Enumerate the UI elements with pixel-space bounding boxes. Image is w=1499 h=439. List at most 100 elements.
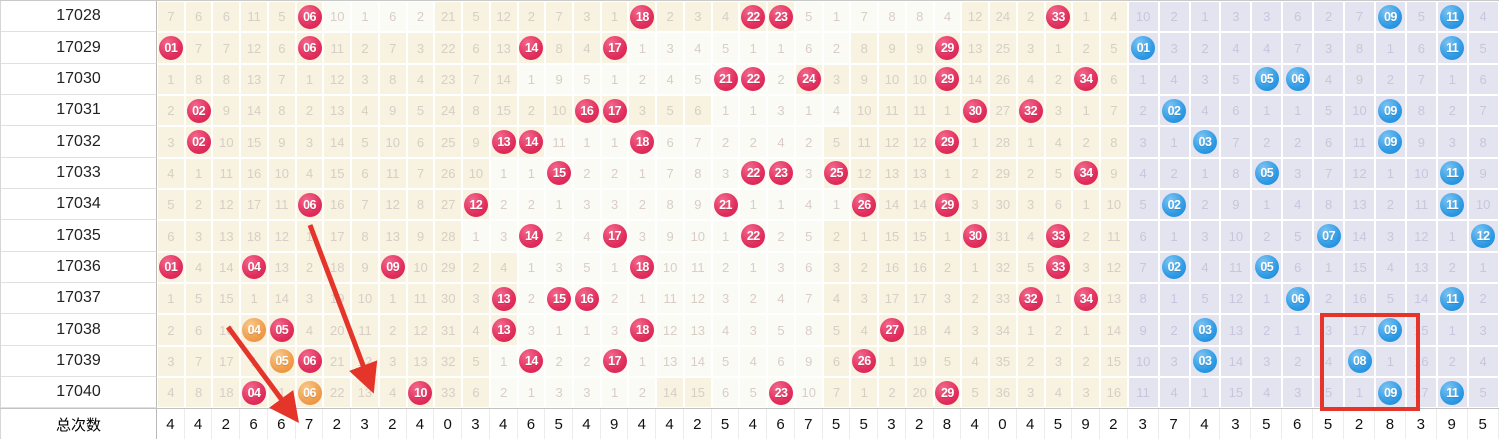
blue-ball: 05 — [1254, 161, 1279, 186]
miss-cell: 4 — [1314, 346, 1344, 377]
miss-cell: 5 — [768, 315, 794, 345]
chart-row: 17038 2 6 16 04 05 4 20 11 2 12 31 4 13 3 1 1 3 18 12 13 4 3 5 8… — [0, 314, 1499, 346]
miss-cell: 1 — [601, 378, 628, 408]
number-cell: 13 — [490, 284, 517, 314]
miss-cell: 3 — [490, 221, 517, 251]
miss-cell: 14 — [879, 190, 905, 220]
miss-cell: 1 — [629, 33, 656, 63]
miss-cell: 2 — [1073, 221, 1099, 251]
number-cell: 02 — [185, 127, 212, 157]
miss-cell: 34 — [990, 315, 1016, 345]
blue-ball: 11 — [1440, 4, 1465, 29]
miss-cell: 1 — [1252, 96, 1282, 126]
miss-cell: 3 — [1221, 2, 1251, 32]
number-cell: 33 — [1045, 221, 1072, 251]
miss-cell: 4 — [1468, 2, 1498, 32]
miss-cell: 33 — [990, 284, 1016, 314]
blue-ball: 09 — [1378, 318, 1403, 343]
miss-cell: 16 — [213, 315, 240, 345]
miss-cell: 8 — [795, 315, 822, 345]
miss-cell: 1 — [934, 221, 961, 251]
miss-cell: 10 — [324, 2, 351, 32]
total-cell: 7 — [1158, 409, 1190, 439]
red-ball: 01 — [158, 36, 183, 61]
miss-cell: 8 — [463, 96, 489, 126]
miss-cell: 18 — [213, 378, 240, 408]
total-cell: 6 — [767, 409, 795, 439]
miss-cell: 7 — [851, 2, 878, 32]
red-ball: 17 — [602, 349, 627, 374]
chart-row: 17032 3 02 10 15 9 3 14 5 10 6 25 9 13 14 11 1 1 18 6 7 2 2 4 2 5… — [0, 126, 1499, 158]
miss-cell: 6 — [1283, 252, 1313, 283]
miss-cell: 7 — [185, 33, 212, 63]
number-cell: 09 — [1375, 315, 1405, 345]
total-cell: 7 — [794, 409, 823, 439]
miss-cell: 2 — [574, 346, 600, 377]
miss-cell: 3 — [185, 221, 212, 251]
miss-cell: 2 — [768, 221, 794, 251]
miss-cell: 6 — [463, 378, 489, 408]
miss-cell: 9 — [463, 127, 489, 157]
total-cell: 5 — [545, 409, 574, 439]
number-cell: 30 — [962, 221, 989, 251]
number-cell: 29 — [934, 378, 961, 408]
miss-cell: 2 — [823, 221, 850, 251]
miss-cell: 11 — [241, 2, 267, 32]
blue-ball: 02 — [1162, 98, 1187, 123]
miss-cell: 17 — [906, 284, 933, 314]
number-cell: 06 — [1283, 284, 1313, 314]
miss-cell: 4 — [1252, 378, 1282, 408]
miss-cell: 4 — [574, 221, 600, 251]
miss-cell: 2 — [352, 33, 378, 63]
red-ball: 29 — [935, 36, 960, 61]
blue-ball: 11 — [1440, 286, 1465, 311]
miss-cell: 3 — [1468, 315, 1498, 345]
miss-cell: 11 — [906, 96, 933, 126]
miss-cell: 4 — [463, 315, 489, 345]
miss-cell: 16 — [241, 158, 267, 189]
miss-cell: 24 — [990, 2, 1016, 32]
number-cell: 18 — [629, 127, 656, 157]
miss-cell: 2 — [823, 33, 850, 63]
red-ball: 13 — [491, 286, 516, 311]
miss-cell: 1 — [296, 221, 323, 251]
miss-cell: 7 — [546, 2, 573, 32]
red-ball: 22 — [741, 4, 766, 29]
total-cell: 5 — [1251, 409, 1283, 439]
total-cell: 3 — [878, 409, 906, 439]
number-cell: 11 — [1437, 284, 1467, 314]
miss-cell: 17 — [241, 190, 267, 220]
number-cell: 10 — [407, 378, 434, 408]
miss-cell: 9 — [1345, 64, 1374, 95]
miss-cell: 1 — [601, 127, 628, 157]
miss-cell: 10 — [684, 221, 711, 251]
number-cell: 03 — [1190, 127, 1220, 157]
miss-cell: 5 — [795, 221, 822, 251]
total-cell: 2 — [683, 409, 712, 439]
miss-cell: 1 — [1252, 190, 1282, 220]
miss-cell: 5 — [158, 190, 184, 220]
miss-cell: 6 — [1128, 221, 1158, 251]
miss-cell: 1 — [379, 284, 406, 314]
miss-cell: 5 — [657, 96, 683, 126]
blue-ball: 09 — [1378, 4, 1403, 29]
miss-cell: 1 — [490, 158, 517, 189]
miss-cell: 3 — [1045, 346, 1072, 377]
totals-row: 总次数 4 4 2 6 6 7 2 3 2 4 0 3 4 6 5 4 9 4 4 2 5 4 6 7 5 5 3 2 8 4 0 4 5 9 2 3 7… — [0, 408, 1499, 439]
miss-cell: 1 — [934, 96, 961, 126]
miss-cell: 1 — [1190, 2, 1220, 32]
miss-cell: 12 — [490, 2, 517, 32]
red-ball: 14 — [519, 36, 544, 61]
miss-cell: 8 — [1100, 127, 1127, 157]
miss-cell: 4 — [1314, 64, 1344, 95]
miss-cell: 1 — [352, 2, 378, 32]
miss-cell: 2 — [158, 315, 184, 345]
miss-cell: 1 — [1437, 221, 1467, 251]
miss-cell: 1 — [546, 315, 573, 345]
miss-cell: 15 — [324, 158, 351, 189]
miss-cell: 3 — [601, 315, 628, 345]
red-ball: 09 — [380, 255, 405, 280]
miss-cell: 3 — [574, 378, 600, 408]
red-ball: 25 — [824, 161, 849, 186]
miss-cell: 1 — [518, 378, 545, 408]
